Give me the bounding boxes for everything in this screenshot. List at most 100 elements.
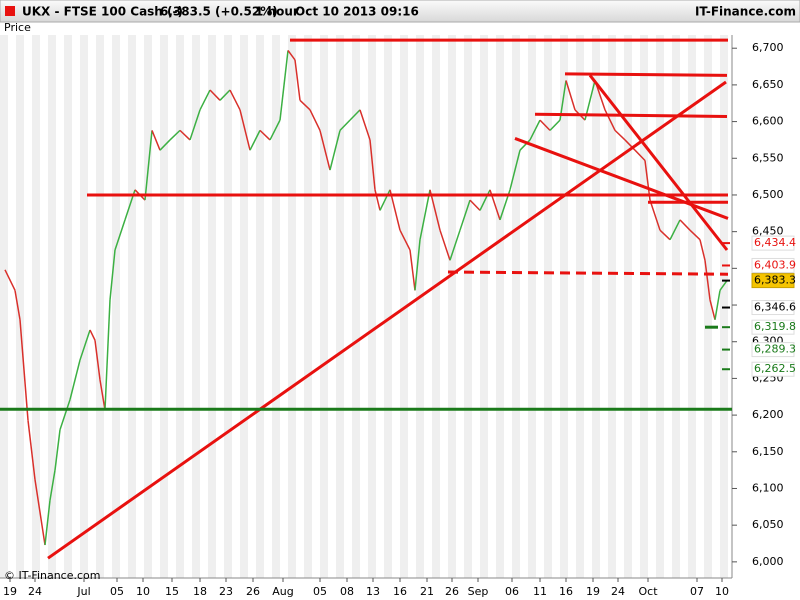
price-bar xyxy=(189,109,201,141)
price-bar xyxy=(349,109,361,121)
x-tick-label: 21 xyxy=(420,585,434,598)
price-bar xyxy=(549,119,561,131)
price-bar xyxy=(389,189,401,231)
trendline xyxy=(588,74,729,251)
x-tick-label: 13 xyxy=(366,585,380,598)
price-bar xyxy=(99,379,106,411)
y-tick-label: 6,550 xyxy=(752,151,784,164)
price-bar xyxy=(114,219,126,251)
x-tick-label: 26 xyxy=(445,585,459,598)
header-icon xyxy=(5,6,15,16)
price-label: 6,319.8 xyxy=(754,320,796,333)
y-tick-label: 6,100 xyxy=(752,481,784,494)
price-bar xyxy=(439,229,451,261)
price-bar xyxy=(209,89,221,101)
price-bar xyxy=(519,139,531,151)
last-price: 6,383.5 (+0.52%) xyxy=(160,5,278,19)
price-bar xyxy=(259,129,271,141)
trendline xyxy=(564,72,728,77)
x-tick-label: 26 xyxy=(246,585,260,598)
price-bar xyxy=(54,429,61,471)
x-tick-label: Sep xyxy=(468,585,489,598)
price-bar xyxy=(369,139,376,190)
price-bar xyxy=(414,239,421,291)
x-tick-label: 16 xyxy=(559,585,573,598)
price-bar xyxy=(109,249,116,300)
x-tick-label: Jul xyxy=(76,585,90,598)
price-bar xyxy=(229,89,241,111)
price-bar xyxy=(429,189,441,231)
x-tick-label: 19 xyxy=(586,585,600,598)
price-bar xyxy=(319,130,331,171)
price-bar xyxy=(604,109,616,131)
price-bar xyxy=(649,199,661,231)
price-bar xyxy=(529,119,541,141)
x-tick-label: 10 xyxy=(715,585,729,598)
price-label: 6,346.6 xyxy=(754,301,796,314)
price-bar xyxy=(59,399,71,431)
x-tick-label: 23 xyxy=(219,585,233,598)
price-bar xyxy=(509,150,521,191)
price-bar xyxy=(49,470,56,501)
y-tick-label: 6,050 xyxy=(752,518,784,531)
price-bar xyxy=(151,130,161,151)
x-tick-label: Aug xyxy=(272,585,293,598)
price-label-box xyxy=(751,300,795,316)
x-tick-label: 15 xyxy=(165,585,179,598)
x-tick-label: 11 xyxy=(533,585,547,598)
y-tick-label: 6,500 xyxy=(752,188,784,201)
price-label-box xyxy=(751,257,795,273)
price-label-box xyxy=(751,319,795,335)
price-bar xyxy=(659,229,671,241)
y-label: Price xyxy=(4,21,31,34)
x-tick-label: 10 xyxy=(136,585,150,598)
price-bar xyxy=(169,129,181,141)
price-bar xyxy=(565,80,576,111)
date: Oct 10 2013 09:16 xyxy=(295,5,419,19)
x-tick-label: Oct xyxy=(638,585,658,598)
x-tick-label: 05 xyxy=(313,585,327,598)
price-bar xyxy=(669,219,681,241)
price-label-box xyxy=(751,361,795,377)
price-bar xyxy=(469,199,481,211)
trendline xyxy=(447,270,729,276)
price-bar xyxy=(4,269,16,291)
price-bar xyxy=(449,229,461,261)
price-label: 6,289.3 xyxy=(754,343,796,356)
price-bar xyxy=(219,89,231,101)
x-tick-label: 24 xyxy=(611,585,625,598)
price-bar xyxy=(539,119,551,131)
price-bar xyxy=(44,500,51,546)
price-bar xyxy=(719,280,728,291)
x-tick-label: 08 xyxy=(340,585,354,598)
price-bar xyxy=(634,149,646,162)
copyright: © IT-Finance.com xyxy=(4,569,101,582)
price-label: 6,434.4 xyxy=(754,236,796,249)
price-bar xyxy=(287,49,296,61)
price-bar xyxy=(374,189,381,211)
price-bar xyxy=(104,299,111,410)
trendline xyxy=(47,80,727,560)
price-bar xyxy=(699,239,706,261)
price-bar xyxy=(299,99,311,111)
price-bar xyxy=(479,189,491,211)
price-bar xyxy=(144,130,153,201)
x-tick-label: 19 xyxy=(3,585,17,598)
price-bar xyxy=(239,109,251,151)
price-bar xyxy=(339,119,351,131)
price-bar xyxy=(679,219,691,231)
x-tick-label: 18 xyxy=(193,585,207,598)
price-bar xyxy=(399,229,411,251)
price-bar xyxy=(379,189,391,211)
price-bar xyxy=(27,420,36,480)
price-bar xyxy=(34,479,46,546)
price-bar xyxy=(294,59,301,101)
day-stripes xyxy=(0,35,732,578)
y-tick-label: 6,000 xyxy=(752,555,784,568)
price-bar xyxy=(459,199,471,231)
plot: 6,0006,0506,1006,1506,2006,2506,3006,350… xyxy=(0,38,796,598)
price-bar xyxy=(714,290,721,320)
price-bar xyxy=(269,119,281,141)
price-bar xyxy=(359,109,371,141)
x-tick-label: 16 xyxy=(393,585,407,598)
